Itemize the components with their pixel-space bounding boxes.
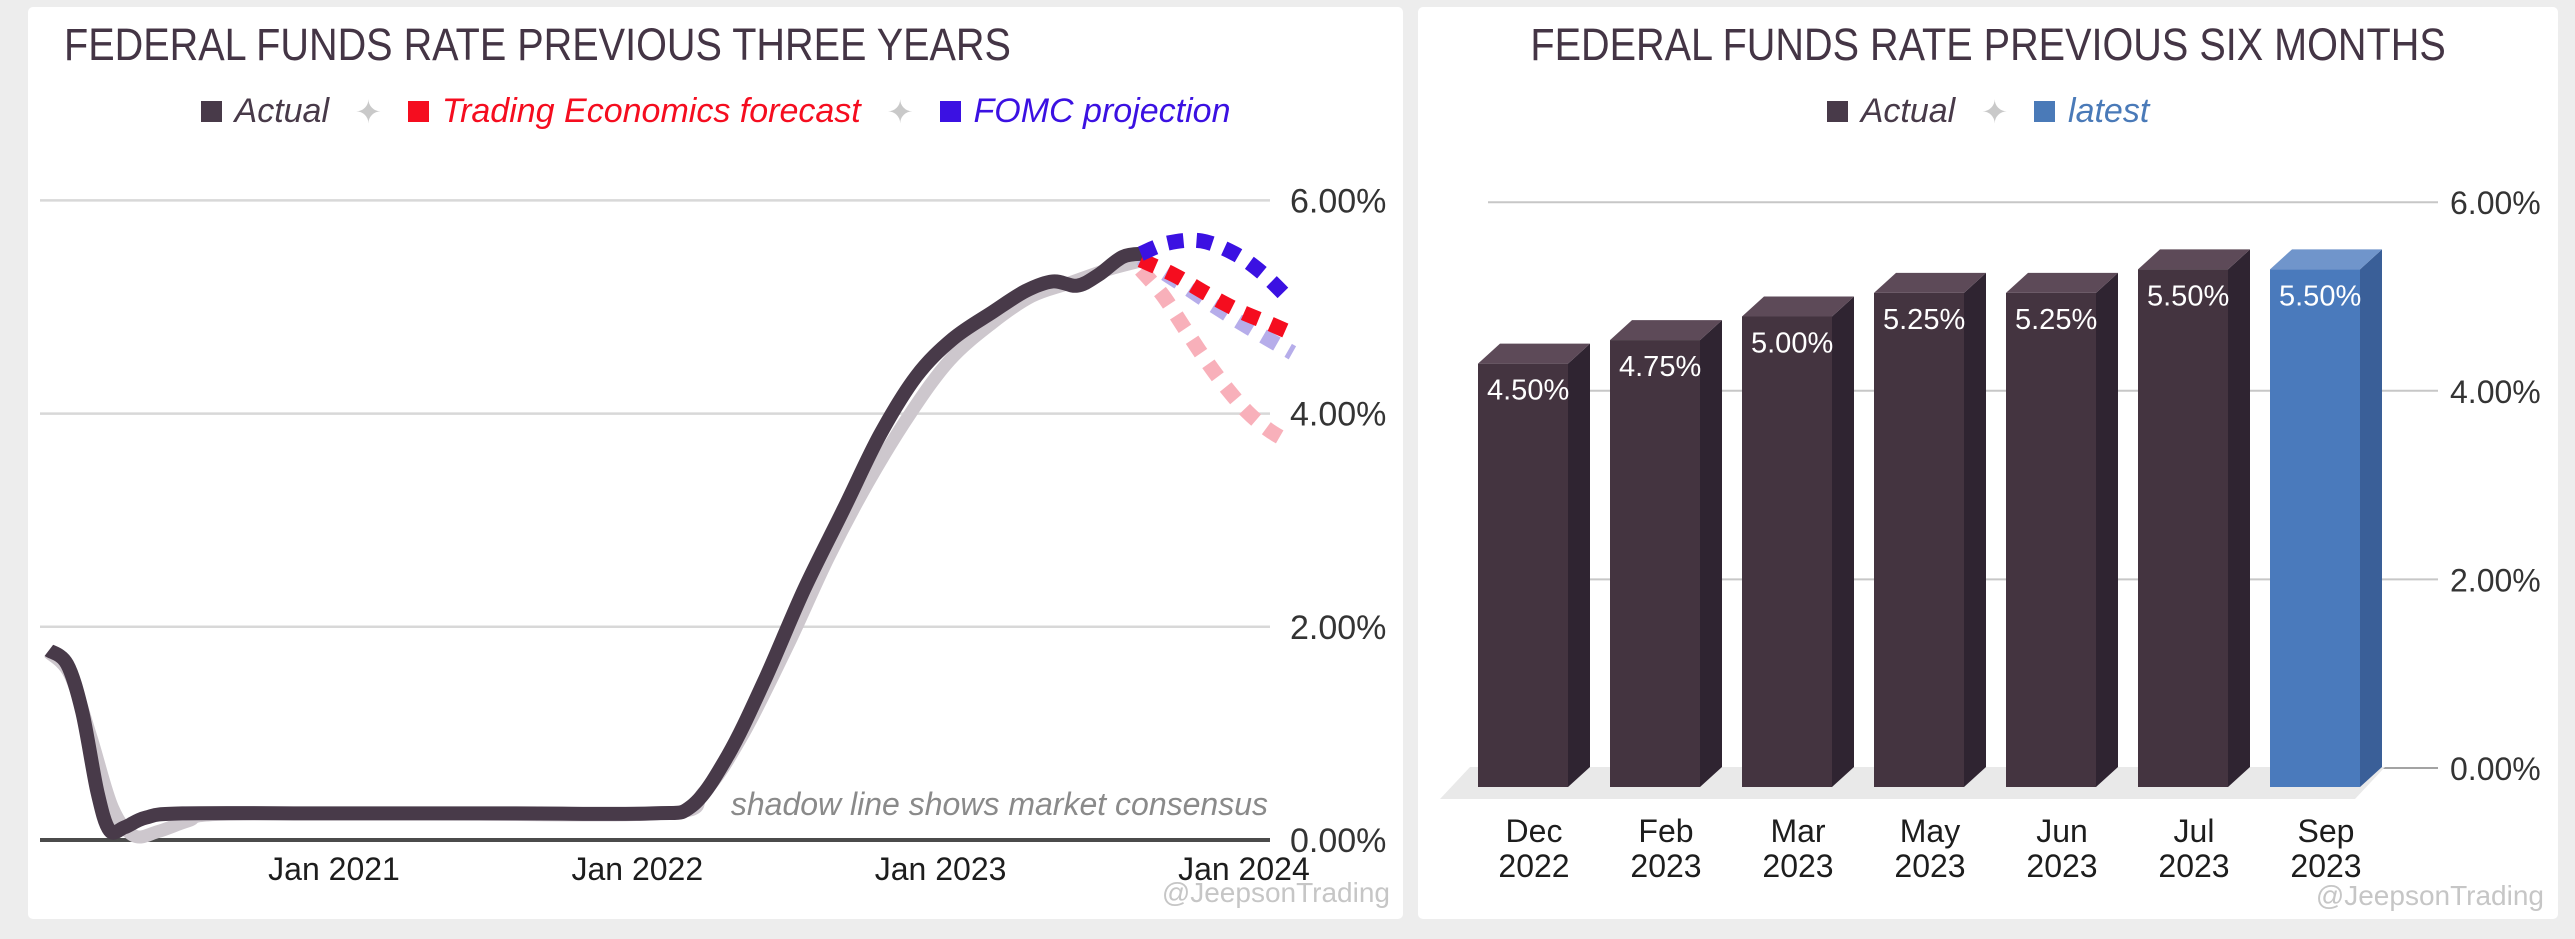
bar-side-face (2360, 249, 2382, 788)
x-axis-category-year: 2023 (1630, 848, 1701, 884)
right-chart-legend: Actual ✦ latest (1418, 92, 2558, 131)
x-axis-category-year: 2023 (2290, 848, 2361, 884)
legend-item-latest: latest (2034, 92, 2149, 131)
fomc-series-swatch (939, 101, 961, 122)
x-axis-category-month: Jun (2036, 813, 2088, 849)
bar-top-face (2138, 249, 2250, 270)
x-axis-category-month: Feb (1638, 813, 1693, 849)
bar: 5.25% (1874, 272, 1986, 787)
x-axis-tick-label: Jan 2023 (875, 851, 1007, 887)
bar-front-face (2006, 292, 2096, 787)
y-axis-tick-label: 0.00% (2450, 751, 2541, 787)
bar-top-face (1742, 296, 1854, 317)
x-axis-tick-label: Jan 2024 (1178, 851, 1310, 887)
bar-front-face (2138, 269, 2228, 788)
left-chart-legend: Actual ✦ Trading Economics forecast ✦ FO… (28, 92, 1403, 131)
legend-separator-icon: ✦ (886, 93, 914, 130)
bar-chart-plot-area: 4.50%Dec20224.75%Feb20235.00%Mar20235.25… (1440, 185, 2544, 911)
bar-value-label: 4.75% (1619, 351, 1701, 383)
y-axis-tick-label: 4.00% (1290, 396, 1386, 434)
x-axis-category-year: 2023 (2026, 848, 2097, 884)
te-forecast-series-swatch (407, 101, 429, 122)
bar-side-face (1700, 320, 1722, 787)
y-axis-tick-label: 0.00% (1290, 822, 1386, 860)
legend-item-trading-economics-forecast: Trading Economics forecast (407, 92, 861, 131)
legend-label-actual: Actual (234, 92, 330, 130)
bar-value-label: 5.25% (2015, 304, 2097, 336)
bar-top-face (1874, 272, 1986, 293)
right-chart-title-text: FEDERAL FUNDS RATE PREVIOUS SIX MONTHS (1530, 19, 2446, 70)
bar: 5.00% (1742, 296, 1854, 787)
y-axis-tick-label: 6.00% (1290, 182, 1386, 220)
bar: 4.75% (1610, 320, 1722, 787)
bar-side-face (1568, 343, 1590, 787)
legend-item-actual: Actual (1826, 92, 1956, 131)
x-axis-category-year: 2022 (1498, 848, 1569, 884)
watermark: @JeepsonTrading (2316, 880, 2544, 911)
x-axis-category-month: Sep (2298, 813, 2355, 849)
legend-separator-icon: ✦ (355, 93, 382, 130)
x-axis-tick-label: Jan 2022 (571, 851, 703, 887)
bar-value-label: 5.50% (2147, 280, 2229, 312)
series-actual (44, 246, 1145, 840)
bar-front-face (1610, 340, 1700, 787)
bar-value-label: 5.50% (2279, 280, 2361, 312)
latest-bar-swatch (2034, 101, 2056, 122)
bar-front-face (2270, 269, 2360, 788)
bar-side-face (1964, 272, 1986, 787)
series-fomc-projection (1137, 232, 1292, 302)
x-axis-category-year: 2023 (2158, 848, 2229, 884)
x-axis-category-year: 2023 (1894, 848, 1965, 884)
y-axis-tick-label: 6.00% (2450, 185, 2541, 221)
bar-front-face (1874, 292, 1964, 787)
bar-top-face (2006, 272, 2118, 293)
right-chart-card: FEDERAL FUNDS RATE PREVIOUS SIX MONTHS A… (1418, 7, 2558, 919)
bar-value-label: 5.25% (1883, 304, 1965, 336)
bar-value-label: 4.50% (1487, 375, 1569, 407)
series-market-consensus-shadow-of-actual- (44, 253, 1146, 844)
legend-label-actual: Actual (1860, 92, 1956, 130)
x-axis-category-month: May (1900, 813, 1960, 849)
series-trading-economics-forecast (1137, 253, 1296, 341)
x-axis-tick-label: Jan 2021 (268, 851, 400, 887)
watermark: @JeepsonTrading (1162, 877, 1390, 908)
bar: 4.50% (1478, 343, 1590, 787)
actual-bar-swatch (1826, 101, 1848, 122)
bar-top-face (1610, 320, 1722, 341)
bar-front-face (1742, 316, 1832, 787)
legend-item-fomc-projection: FOMC projection (939, 92, 1231, 131)
legend-separator-icon: ✦ (1981, 93, 2009, 130)
bar-side-face (2228, 249, 2250, 788)
line-chart-plot-area: 6.00% 4.00% 2.00% 0.00% Jan 2021 Jan 2022 Jan … (40, 182, 1390, 908)
actual-series-swatch (200, 101, 222, 122)
legend-label-latest: latest (2068, 92, 2150, 130)
right-chart-title: FEDERAL FUNDS RATE PREVIOUS SIX MONTHS (1418, 19, 2558, 71)
bar-side-face (2096, 272, 2118, 787)
bar: 5.50% (2138, 249, 2250, 788)
bar-top-face (2270, 249, 2382, 270)
y-axis-tick-label: 2.00% (2450, 562, 2541, 598)
x-axis-category-year: 2023 (1762, 848, 1833, 884)
bar-value-label: 5.00% (1751, 328, 1833, 360)
bar-front-face (1478, 363, 1568, 787)
bar-side-face (1832, 296, 1854, 787)
legend-item-actual: Actual (200, 92, 330, 131)
y-axis-tick-label: 4.00% (2450, 374, 2541, 410)
bar: 5.25% (2006, 272, 2118, 787)
x-axis-category-month: Mar (1770, 813, 1825, 849)
legend-label-te-forecast: Trading Economics forecast (441, 92, 861, 130)
x-axis-category-month: Jul (2174, 813, 2215, 849)
y-axis-tick-label: 2.00% (1290, 609, 1386, 647)
bar-top-face (1478, 343, 1590, 364)
left-chart-card: FEDERAL FUNDS RATE PREVIOUS THREE YEARS … (28, 7, 1403, 919)
x-axis-category-month: Dec (1506, 813, 1563, 849)
bar-latest: 5.50% (2270, 249, 2382, 788)
shadow-line-annotation: shadow line shows market consensus (731, 786, 1268, 822)
legend-label-fomc: FOMC projection (973, 92, 1231, 130)
series-market-consensus-projection-shadow- (1135, 264, 1294, 449)
left-chart-title-text: FEDERAL FUNDS RATE PREVIOUS THREE YEARS (64, 19, 1011, 70)
left-chart-title: FEDERAL FUNDS RATE PREVIOUS THREE YEARS (64, 19, 1140, 71)
